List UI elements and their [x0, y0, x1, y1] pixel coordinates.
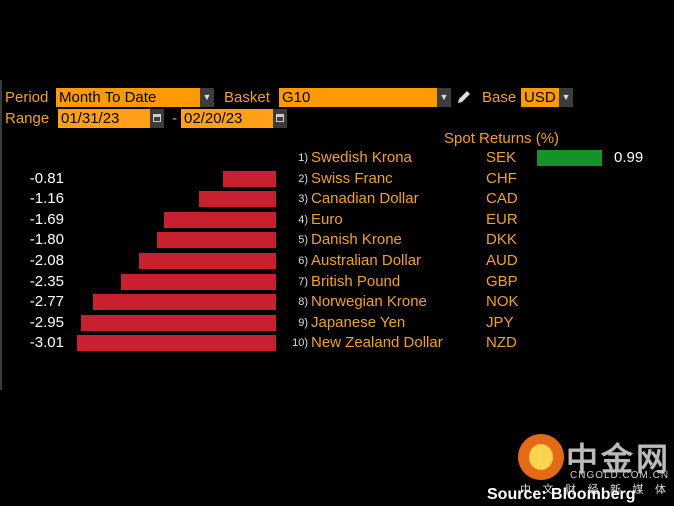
currency-name[interactable]: New Zealand Dollar [311, 334, 443, 352]
currency-name[interactable]: Australian Dollar [311, 252, 422, 269]
currency-code: CHF [486, 169, 517, 187]
bar-value-label: -0.81 [29, 169, 64, 187]
base-dropdown-icon[interactable]: ▼ [559, 88, 573, 107]
edit-pencil-icon[interactable] [456, 89, 472, 105]
chart-title: Spot Returns (%) [444, 130, 560, 147]
period-dropdown-icon[interactable]: ▼ [200, 88, 214, 107]
bar-value-label: -2.95 [29, 313, 64, 331]
currency-code: JPY [486, 313, 514, 331]
base-label: Base [482, 89, 517, 106]
bar-negative [199, 191, 276, 208]
currency-row[interactable]: -2.95 9) Japanese Yen JPY [0, 313, 674, 333]
cngold-logo-icon [518, 434, 564, 480]
currency-name[interactable]: Japanese Yen [311, 313, 406, 331]
watermark-url: CNGOLD.COM.CN [570, 470, 670, 481]
rank-label: 9) [298, 316, 308, 329]
currency-row[interactable]: -3.01 10) New Zealand Dollar NZD [0, 333, 674, 353]
bar-value-label: -2.77 [29, 293, 64, 311]
basket-label: Basket [224, 89, 270, 106]
bar-negative [222, 170, 276, 187]
currency-row[interactable]: 0.99 1) Swedish Krona SEK [0, 148, 674, 168]
currency-code: GBP [486, 272, 518, 290]
rank-label: 8) [298, 296, 308, 309]
rank-label: 6) [298, 255, 308, 267]
currency-name[interactable]: Swiss Franc [311, 169, 393, 187]
period-label: Period [5, 89, 49, 106]
range-label: Range [5, 110, 50, 127]
currency-name[interactable]: Danish Krone [311, 231, 402, 249]
currency-code: CAD [486, 190, 518, 208]
terminal-panel [0, 80, 674, 390]
bar-negative [120, 273, 276, 290]
currency-name[interactable]: Canadian Dollar [311, 190, 419, 208]
bar-value-label: -1.69 [29, 210, 64, 228]
basket-dropdown-icon[interactable]: ▼ [437, 88, 451, 107]
bar-positive [537, 150, 603, 166]
watermark-tagline: 中 文 财 经 新 媒 体 [520, 483, 670, 496]
bar-negative [77, 335, 276, 352]
bar-negative [164, 211, 276, 228]
currency-row[interactable]: -2.35 7) British Pound GBP [0, 272, 674, 292]
currency-name[interactable]: British Pound [311, 272, 401, 290]
rank-label: 5) [298, 234, 308, 247]
range-start-calendar-icon[interactable] [150, 109, 164, 128]
currency-code: NOK [486, 293, 519, 311]
currency-row[interactable]: -1.80 5) Danish Krone DKK [0, 230, 674, 250]
currency-name[interactable]: Swedish Krona [311, 149, 412, 166]
bar-value-label: -1.16 [29, 190, 64, 208]
rank-label: 7) [298, 275, 308, 288]
rank-label: 10) [292, 337, 308, 350]
currency-name[interactable]: Norwegian Krone [311, 293, 427, 311]
range-start-input[interactable]: 01/31/23 [58, 109, 150, 128]
currency-code: NZD [486, 334, 517, 352]
currency-code: DKK [486, 231, 517, 249]
rank-label: 4) [298, 213, 308, 226]
currency-code: SEK [486, 149, 517, 166]
range-end-input[interactable]: 02/20/23 [181, 109, 273, 128]
watermark-brand: 中金网 [566, 440, 672, 478]
bar-value-label: -3.01 [29, 334, 64, 352]
bar-negative [138, 253, 276, 269]
base-select[interactable]: USD [521, 88, 559, 107]
currency-code: EUR [486, 210, 518, 228]
currency-row[interactable]: -0.81 2) Swiss Franc CHF [0, 169, 674, 189]
currency-row[interactable]: -2.08 6) Australian Dollar AUD [0, 251, 674, 271]
source-credit: Source: Bloomberg [487, 486, 636, 503]
bar-value-label: -2.08 [29, 252, 64, 269]
bar-negative [81, 314, 276, 331]
rank-label: 2) [298, 172, 308, 185]
range-end-calendar-icon[interactable] [273, 109, 287, 128]
bar-negative [157, 232, 276, 249]
basket-select[interactable]: G10 [279, 88, 437, 107]
rank-label: 1) [298, 152, 308, 164]
currency-row[interactable]: -2.77 8) Norwegian Krone NOK [0, 292, 674, 312]
currency-row[interactable]: -1.69 4) Euro EUR [0, 210, 674, 230]
bar-value-label: 0.99 [614, 149, 644, 166]
currency-row[interactable]: -1.16 3) Canadian Dollar CAD [0, 189, 674, 209]
range-separator: - [172, 110, 177, 127]
bar-value-label: -1.80 [29, 231, 64, 249]
currency-code: AUD [486, 252, 518, 269]
period-select[interactable]: Month To Date [56, 88, 200, 107]
bar-negative [93, 294, 276, 311]
rank-label: 3) [298, 193, 308, 206]
currency-name[interactable]: Euro [311, 210, 343, 228]
bar-value-label: -2.35 [29, 272, 64, 290]
